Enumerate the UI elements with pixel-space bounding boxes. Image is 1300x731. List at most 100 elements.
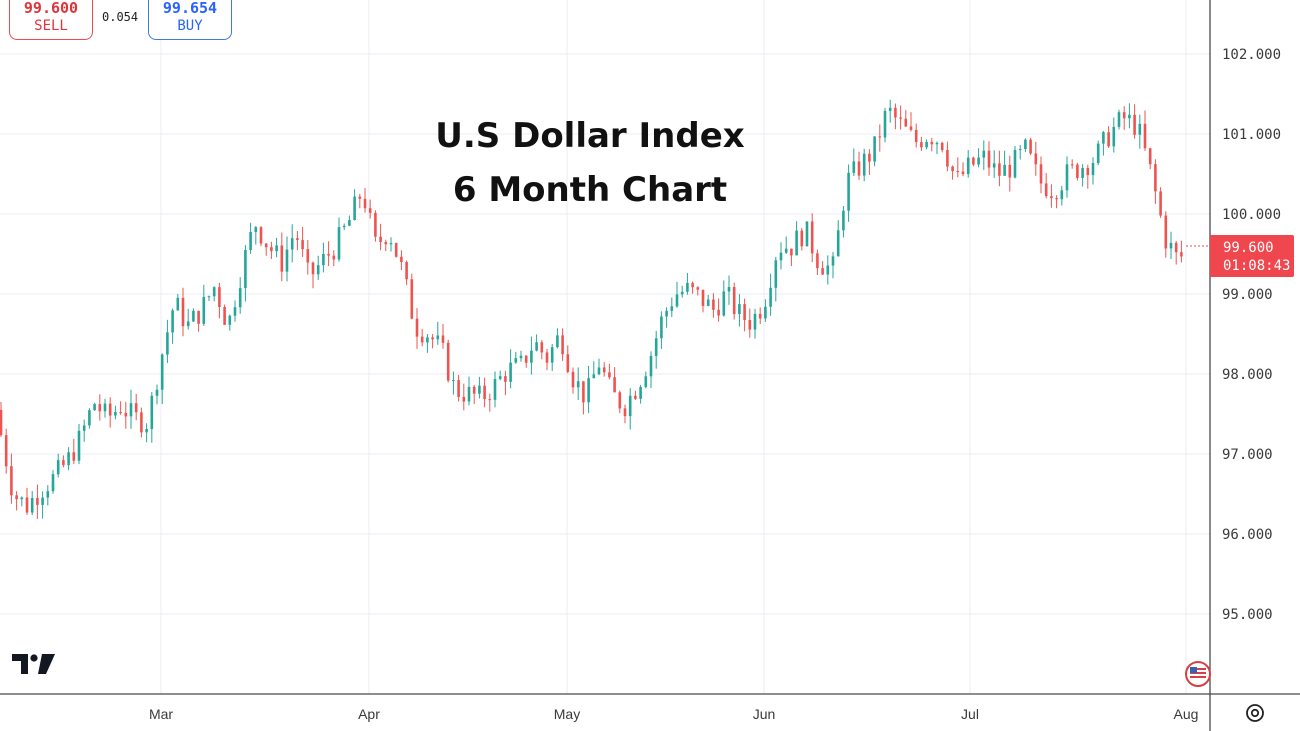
candle xyxy=(150,391,154,443)
candle-body xyxy=(852,161,856,173)
candle-body xyxy=(176,297,180,311)
tradingview-logo-icon[interactable] xyxy=(12,654,56,674)
candle-body xyxy=(186,321,190,327)
candle-body xyxy=(743,304,746,320)
candle xyxy=(701,289,705,313)
candle xyxy=(363,188,367,213)
candle xyxy=(1060,185,1064,206)
candle-body xyxy=(166,332,169,355)
candle xyxy=(509,349,512,389)
candle xyxy=(836,220,840,257)
candle xyxy=(467,376,471,406)
candle xyxy=(316,255,320,280)
price-axis[interactable]: 102.000 101.000 100.000 99.000 98.000 97.000 9… xyxy=(1222,47,1281,623)
candle xyxy=(556,328,559,349)
candle-body xyxy=(894,107,897,118)
candle-body xyxy=(51,474,55,492)
price-tick-label: 102.000 xyxy=(1222,47,1281,63)
candle xyxy=(290,224,294,263)
candle xyxy=(327,241,330,266)
candle xyxy=(1034,141,1038,176)
candle xyxy=(410,273,414,320)
candle-body xyxy=(441,335,445,343)
candle-body xyxy=(514,358,518,363)
settings-icon[interactable] xyxy=(1244,702,1266,724)
candle-body xyxy=(940,142,944,151)
candle-body xyxy=(836,230,840,257)
candle xyxy=(472,384,476,404)
candle-body xyxy=(1070,164,1074,166)
candle-body xyxy=(483,385,486,400)
buy-button[interactable]: 99.654 BUY xyxy=(148,0,232,40)
candle xyxy=(441,323,445,349)
candle-body xyxy=(618,392,622,409)
candle-body xyxy=(410,279,414,319)
candle-body xyxy=(654,338,658,356)
candle xyxy=(30,491,34,516)
candle-body xyxy=(608,372,611,378)
candle xyxy=(285,236,289,282)
candle-body xyxy=(920,142,923,148)
candle-body xyxy=(571,371,575,388)
candle-body xyxy=(868,153,871,162)
candle xyxy=(160,353,164,404)
candle xyxy=(238,277,242,314)
candle-body xyxy=(784,248,788,253)
candle xyxy=(462,383,466,411)
candle xyxy=(738,294,741,327)
candle xyxy=(1086,164,1090,189)
candle-body xyxy=(415,318,419,337)
candle xyxy=(753,308,757,339)
candle-body xyxy=(878,136,882,138)
candle-body xyxy=(374,212,377,237)
candle-body xyxy=(972,157,975,165)
chart-title-line-2: 6 Month Chart xyxy=(453,170,727,210)
candle-body xyxy=(472,386,476,394)
candle xyxy=(1055,195,1058,209)
candle xyxy=(779,242,783,270)
candle xyxy=(748,308,752,338)
candle-body xyxy=(36,498,39,505)
candle-body xyxy=(1148,148,1152,165)
candle-body xyxy=(795,230,798,256)
candle xyxy=(192,308,195,323)
candle xyxy=(1024,138,1027,153)
candle-body xyxy=(1050,196,1053,199)
candle-body xyxy=(1091,163,1095,176)
candle-body xyxy=(680,291,684,295)
price-tick-label: 97.000 xyxy=(1222,447,1273,463)
candle xyxy=(873,136,876,167)
candle xyxy=(951,165,954,180)
candle-body xyxy=(1096,143,1100,164)
candle-body xyxy=(732,286,736,315)
candle-body xyxy=(436,335,440,340)
candle-body xyxy=(160,354,164,390)
candle xyxy=(0,401,3,437)
candle-body xyxy=(930,141,934,145)
candle-body xyxy=(1065,164,1069,191)
candle xyxy=(389,237,393,252)
candle xyxy=(660,311,663,349)
candle-body xyxy=(701,289,705,306)
sell-button[interactable]: 99.600 SELL xyxy=(9,0,93,40)
candle-body xyxy=(264,243,268,248)
candle xyxy=(1133,104,1136,139)
candle xyxy=(826,255,830,285)
candle-body xyxy=(504,376,507,382)
candle-body xyxy=(259,227,263,244)
candle-body xyxy=(639,386,642,399)
us-flag-icon xyxy=(1185,661,1211,687)
candle xyxy=(1096,140,1100,166)
candle-body xyxy=(670,306,674,311)
candle-body xyxy=(1122,112,1126,119)
candle-body xyxy=(883,110,887,138)
candle xyxy=(145,423,148,443)
time-axis[interactable]: Mar Apr May Jun Jul Aug xyxy=(149,706,1199,722)
candle xyxy=(483,377,486,408)
candle-body xyxy=(1174,242,1178,253)
candle-body xyxy=(1143,123,1147,149)
candle xyxy=(353,189,356,221)
candle-body xyxy=(899,117,902,119)
